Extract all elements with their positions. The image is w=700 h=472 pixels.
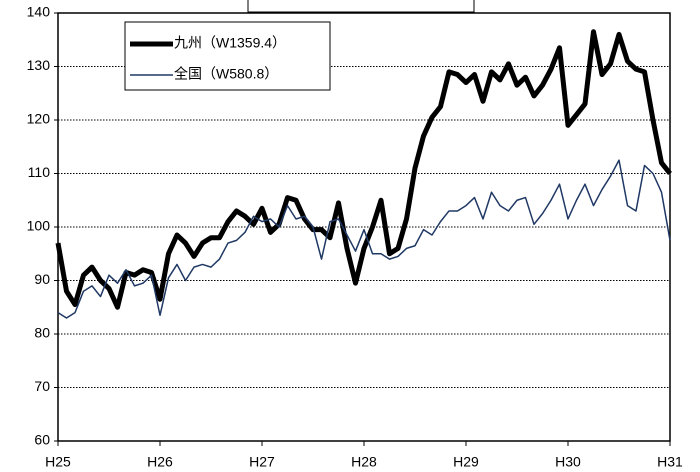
x-tick-label: H31	[657, 454, 683, 470]
legend-label: 九州（W1359.4）	[174, 35, 286, 51]
legend-label: 全国（W580.8）	[174, 66, 278, 82]
series-line	[55, 29, 672, 310]
plot-frame	[57, 12, 671, 442]
y-tick-label: 100	[27, 218, 51, 234]
y-tick-label: 90	[34, 271, 50, 287]
y-tick-label: 110	[28, 164, 51, 180]
x-tick-label: H29	[453, 454, 479, 470]
x-tick-label: H27	[249, 454, 275, 470]
x-tick-label: H28	[351, 454, 377, 470]
y-tick-label: 70	[34, 378, 50, 394]
y-tick-label: 120	[27, 111, 51, 127]
legend-box	[124, 21, 331, 91]
y-tick-label: 140	[27, 4, 51, 20]
x-tick-label: H26	[147, 454, 173, 470]
series-line	[57, 159, 671, 319]
y-tick-label: 60	[34, 432, 50, 448]
y-tick-label: 80	[34, 325, 50, 341]
title-box	[247, 0, 475, 13]
y-tick-label: 130	[27, 57, 51, 73]
x-tick-label: H30	[555, 454, 581, 470]
x-tick-label: H25	[45, 454, 71, 470]
